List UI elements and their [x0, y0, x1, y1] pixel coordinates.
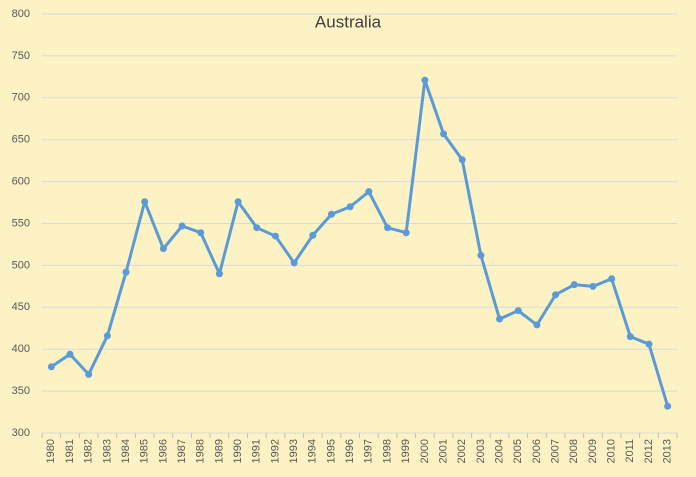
point: [384, 224, 392, 232]
point: [47, 363, 55, 371]
point: [215, 270, 223, 278]
x-tick-label: 2007: [550, 439, 562, 463]
x-tick-label: 1985: [139, 439, 151, 463]
x-tick-label: 1981: [64, 439, 76, 463]
x-tick-label: 1984: [120, 439, 132, 463]
x-tick-label: 2004: [493, 439, 505, 463]
point: [477, 251, 485, 259]
x-tick-label: 2009: [587, 439, 599, 463]
point: [141, 198, 149, 206]
y-tick-label: 300: [12, 427, 30, 439]
x-tick-label: 2002: [456, 439, 468, 463]
point: [421, 76, 429, 84]
x-tick-label: 1990: [232, 439, 244, 463]
y-tick-label: 350: [12, 385, 30, 397]
y-tick-label: 700: [12, 92, 30, 104]
point: [309, 231, 317, 239]
point: [346, 203, 354, 211]
x-tick-label: 2008: [568, 439, 580, 463]
x-tick-label: 1993: [288, 439, 300, 463]
point: [327, 210, 335, 218]
y-tick-label: 650: [12, 134, 30, 146]
y-tick-label: 450: [12, 301, 30, 313]
point: [103, 332, 111, 340]
point: [645, 340, 653, 348]
x-tick-label: 2011: [624, 439, 636, 463]
y-tick-label: 400: [12, 343, 30, 355]
line: [50, 78, 670, 407]
x-tick-label: 2001: [437, 439, 449, 463]
point: [533, 321, 541, 329]
y-tick-label: 500: [12, 259, 30, 271]
x-tick-label: 1991: [251, 439, 263, 463]
point: [234, 198, 242, 206]
x-tick-label: 1987: [176, 439, 188, 463]
point: [365, 188, 373, 196]
x-tick-label: 1980: [45, 439, 57, 463]
point: [159, 245, 167, 253]
y-tick-label: 800: [12, 8, 30, 20]
point: [66, 350, 74, 358]
point: [85, 370, 93, 378]
x-tick-label: 1988: [195, 439, 207, 463]
point: [664, 402, 672, 410]
point: [608, 275, 616, 283]
x-tick-label: 1994: [307, 439, 319, 463]
x-tick-label: 2006: [531, 439, 543, 463]
chart-title: Australia: [315, 12, 382, 31]
point: [290, 259, 298, 267]
point: [253, 224, 261, 232]
point: [552, 291, 560, 299]
point: [514, 307, 522, 315]
x-tick-label: 2010: [606, 439, 618, 463]
x-tick-label: 1996: [344, 439, 356, 463]
point: [458, 156, 466, 164]
point: [626, 333, 634, 341]
x-tick-label: 2000: [419, 439, 431, 463]
y-tick-label: 550: [12, 217, 30, 229]
x-tick-label: 1989: [213, 439, 225, 463]
x-tick-label: 1997: [363, 439, 375, 463]
y-tick-label: 750: [12, 50, 30, 62]
point: [271, 232, 279, 240]
x-tick-label: 1998: [381, 439, 393, 463]
x-tick-label: 1999: [400, 439, 412, 463]
x-tick-label: 1982: [83, 439, 95, 463]
point: [197, 229, 205, 237]
x-tick-label: 1995: [325, 439, 337, 463]
x-tick-label: 2003: [475, 439, 487, 463]
x-tick-label: 2005: [512, 439, 524, 463]
point: [178, 222, 186, 230]
y-tick-label: 600: [12, 176, 30, 188]
point: [589, 282, 597, 290]
x-tick-label: 2012: [643, 439, 655, 463]
x-tick-label: 1983: [101, 439, 113, 463]
x-tick-label: 1992: [269, 439, 281, 463]
point: [122, 268, 130, 276]
x-tick-label: 2013: [662, 439, 674, 463]
point: [402, 229, 410, 237]
point: [440, 130, 448, 138]
point: [496, 315, 504, 323]
x-tick-label: 1986: [157, 439, 169, 463]
point: [570, 281, 578, 289]
